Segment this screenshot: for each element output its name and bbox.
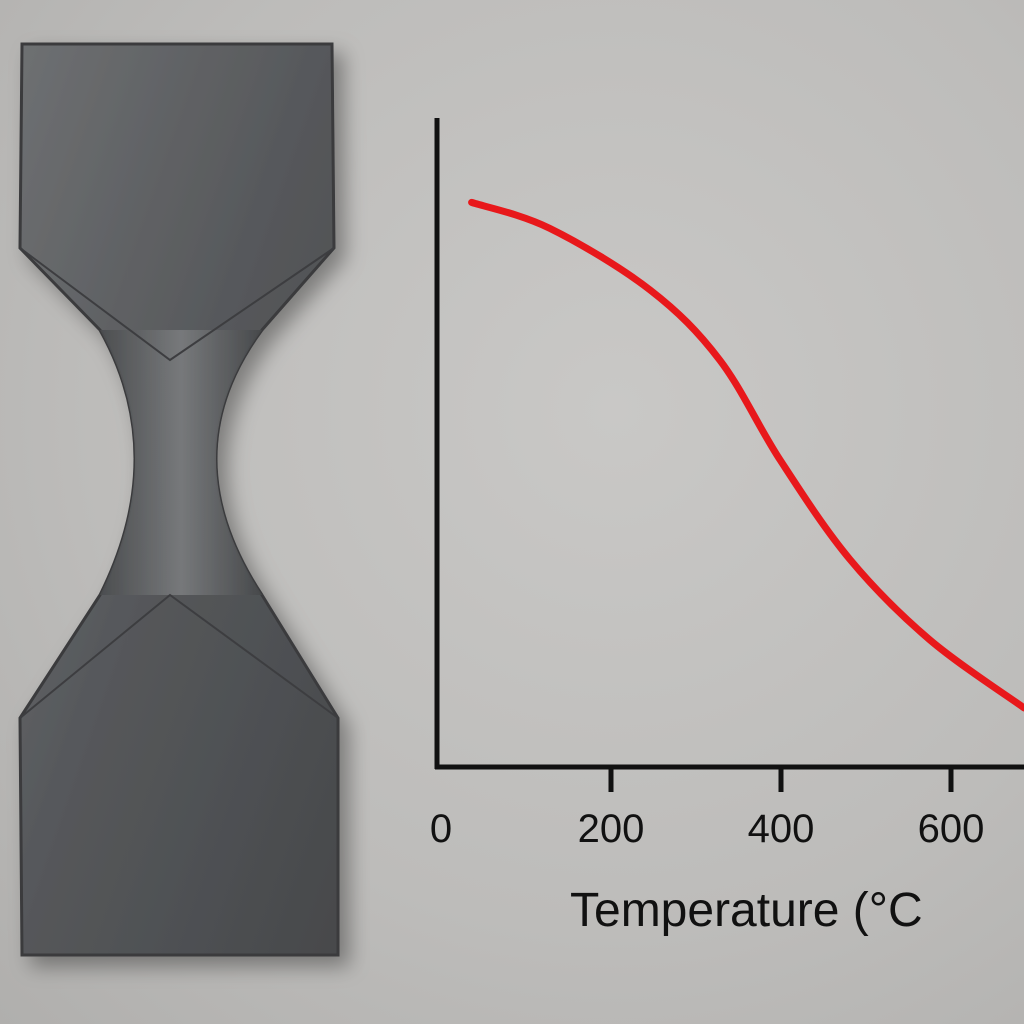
x-tick-label: 400 <box>748 807 815 851</box>
x-tick-label: 200 <box>578 807 645 851</box>
x-axis-title: Temperature (°C <box>570 884 923 937</box>
series-line <box>468 198 1024 712</box>
x-tick-label: 600 <box>918 807 985 851</box>
specimen-neck <box>100 330 262 595</box>
tensile-specimen-image <box>18 42 340 957</box>
x-tick-label: 0 <box>430 807 452 851</box>
